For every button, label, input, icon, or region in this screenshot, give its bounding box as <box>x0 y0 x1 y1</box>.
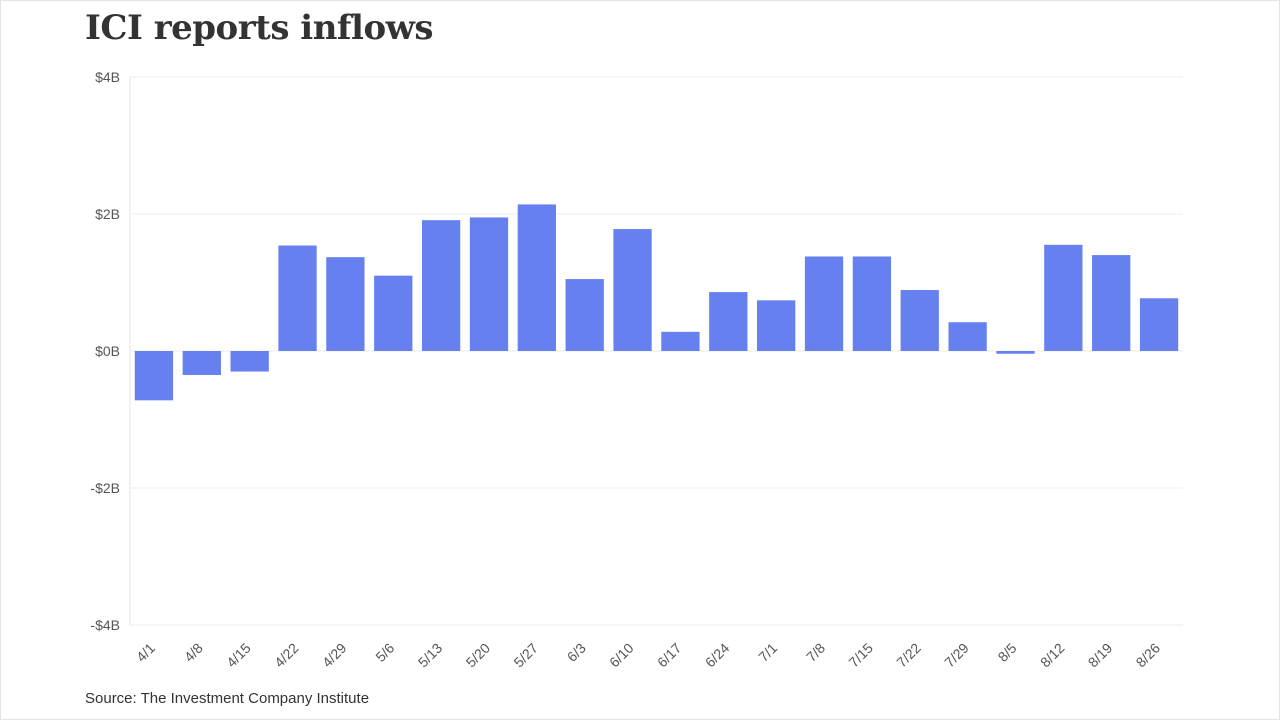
x-tick-label: 8/19 <box>1085 640 1116 671</box>
bar <box>804 256 844 351</box>
bar <box>852 256 892 351</box>
x-tick-label: 8/5 <box>995 640 1020 665</box>
x-tick-label: 4/29 <box>319 640 350 671</box>
bar <box>613 229 652 351</box>
bar <box>517 204 556 351</box>
y-tick-label: $4B <box>95 69 120 85</box>
bar <box>1092 255 1131 351</box>
y-tick-label: $0B <box>95 343 120 359</box>
y-tick-label: -$4B <box>90 617 120 633</box>
x-tick-label: 6/3 <box>564 640 589 665</box>
x-tick-label: 7/15 <box>845 640 876 671</box>
x-tick-label: 7/8 <box>803 640 828 665</box>
bar <box>230 351 269 372</box>
x-tick-label: 6/24 <box>702 640 733 671</box>
bar <box>374 275 413 351</box>
bar <box>757 300 796 351</box>
bar <box>278 245 317 351</box>
bar <box>469 217 509 351</box>
x-tick-label: 5/6 <box>372 640 397 665</box>
bar <box>661 331 700 351</box>
bar <box>900 290 939 351</box>
bar <box>996 351 1035 354</box>
x-tick-label: 7/1 <box>755 640 780 665</box>
x-tick-label: 6/10 <box>606 640 637 671</box>
x-tick-label: 5/20 <box>463 640 494 671</box>
x-tick-label: 5/13 <box>415 640 446 671</box>
x-tick-label: 4/8 <box>181 640 206 665</box>
x-tick-label: 4/1 <box>133 640 158 665</box>
x-tick-label: 8/26 <box>1133 640 1164 671</box>
bar <box>1044 244 1083 351</box>
bar <box>709 292 748 351</box>
x-tick-label: 6/17 <box>654 640 685 671</box>
source-note: Source: The Investment Company Institute <box>85 690 370 707</box>
bar <box>182 351 221 375</box>
x-tick-label: 4/22 <box>271 640 302 671</box>
chart-title: ICI reports inflows <box>85 8 434 48</box>
bar <box>134 351 174 401</box>
bar <box>326 257 365 351</box>
x-tick-label: 4/15 <box>223 640 254 671</box>
y-tick-label: -$2B <box>90 480 120 496</box>
x-tick-label: 8/12 <box>1037 640 1068 671</box>
x-tick-label: 7/22 <box>893 640 924 671</box>
bar <box>1139 298 1179 351</box>
x-tick-label: 7/29 <box>941 640 972 671</box>
bar <box>948 322 987 351</box>
y-tick-label: $2B <box>95 206 120 222</box>
bar <box>565 279 604 351</box>
x-tick-label: 5/27 <box>510 640 541 671</box>
bar <box>421 220 461 351</box>
